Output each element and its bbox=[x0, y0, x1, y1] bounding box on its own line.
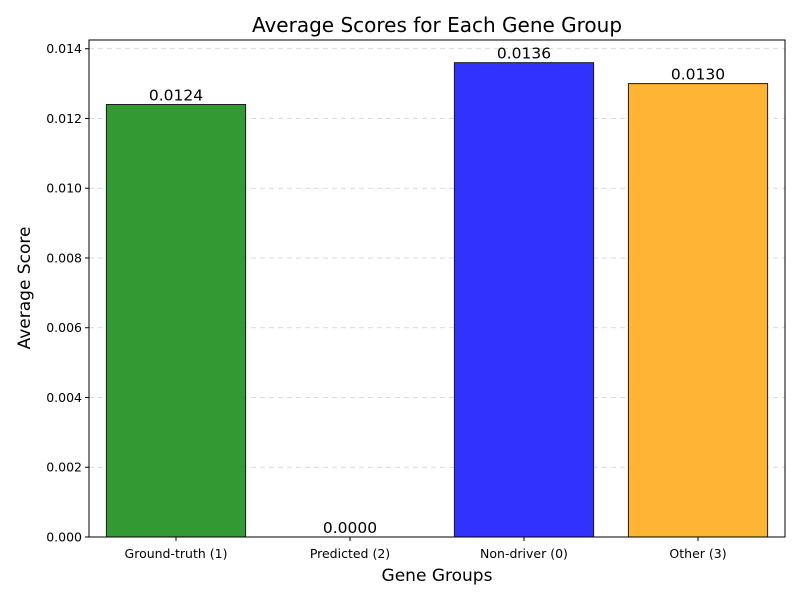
x-tick-label: Predicted (2) bbox=[310, 546, 390, 561]
y-tick-label: 0.004 bbox=[46, 390, 82, 405]
y-tick-label: 0.000 bbox=[46, 530, 82, 545]
plot-frame bbox=[88, 39, 786, 538]
data-label: 0.0136 bbox=[497, 45, 551, 63]
y-tick-label: 0.002 bbox=[46, 460, 82, 475]
y-tick-label: 0.008 bbox=[46, 250, 82, 265]
y-tick-label: 0.010 bbox=[46, 181, 82, 196]
bar-other-3 bbox=[627, 83, 769, 538]
y-axis-label: Average Score bbox=[15, 227, 35, 350]
bar-non-driver-0 bbox=[453, 62, 595, 538]
chart-title: Average Scores for Each Gene Group bbox=[252, 13, 622, 37]
data-label: 0.0000 bbox=[323, 519, 377, 537]
x-ticks: Ground-truth (1) Predicted (2) Non-driver … bbox=[125, 537, 727, 561]
x-tick-label: Non-driver (0) bbox=[480, 546, 568, 561]
bars bbox=[105, 62, 769, 538]
x-tick-label: Other (3) bbox=[669, 546, 726, 561]
x-axis-label: Gene Groups bbox=[382, 566, 493, 586]
axes bbox=[88, 39, 786, 538]
y-tick-label: 0.006 bbox=[46, 320, 82, 335]
x-tick-label: Ground-truth (1) bbox=[125, 546, 228, 561]
data-label: 0.0124 bbox=[149, 87, 203, 105]
bar-ground-truth-1 bbox=[105, 104, 247, 538]
data-label: 0.0130 bbox=[671, 66, 725, 84]
y-ticks: 0.000 0.002 0.004 0.006 0.008 0.010 0.012 0.014 bbox=[46, 41, 89, 545]
data-labels: 0.0124 0.0000 0.0136 0.0130 bbox=[149, 45, 725, 537]
y-tick-label: 0.014 bbox=[46, 41, 82, 56]
y-tick-label: 0.012 bbox=[46, 111, 82, 126]
